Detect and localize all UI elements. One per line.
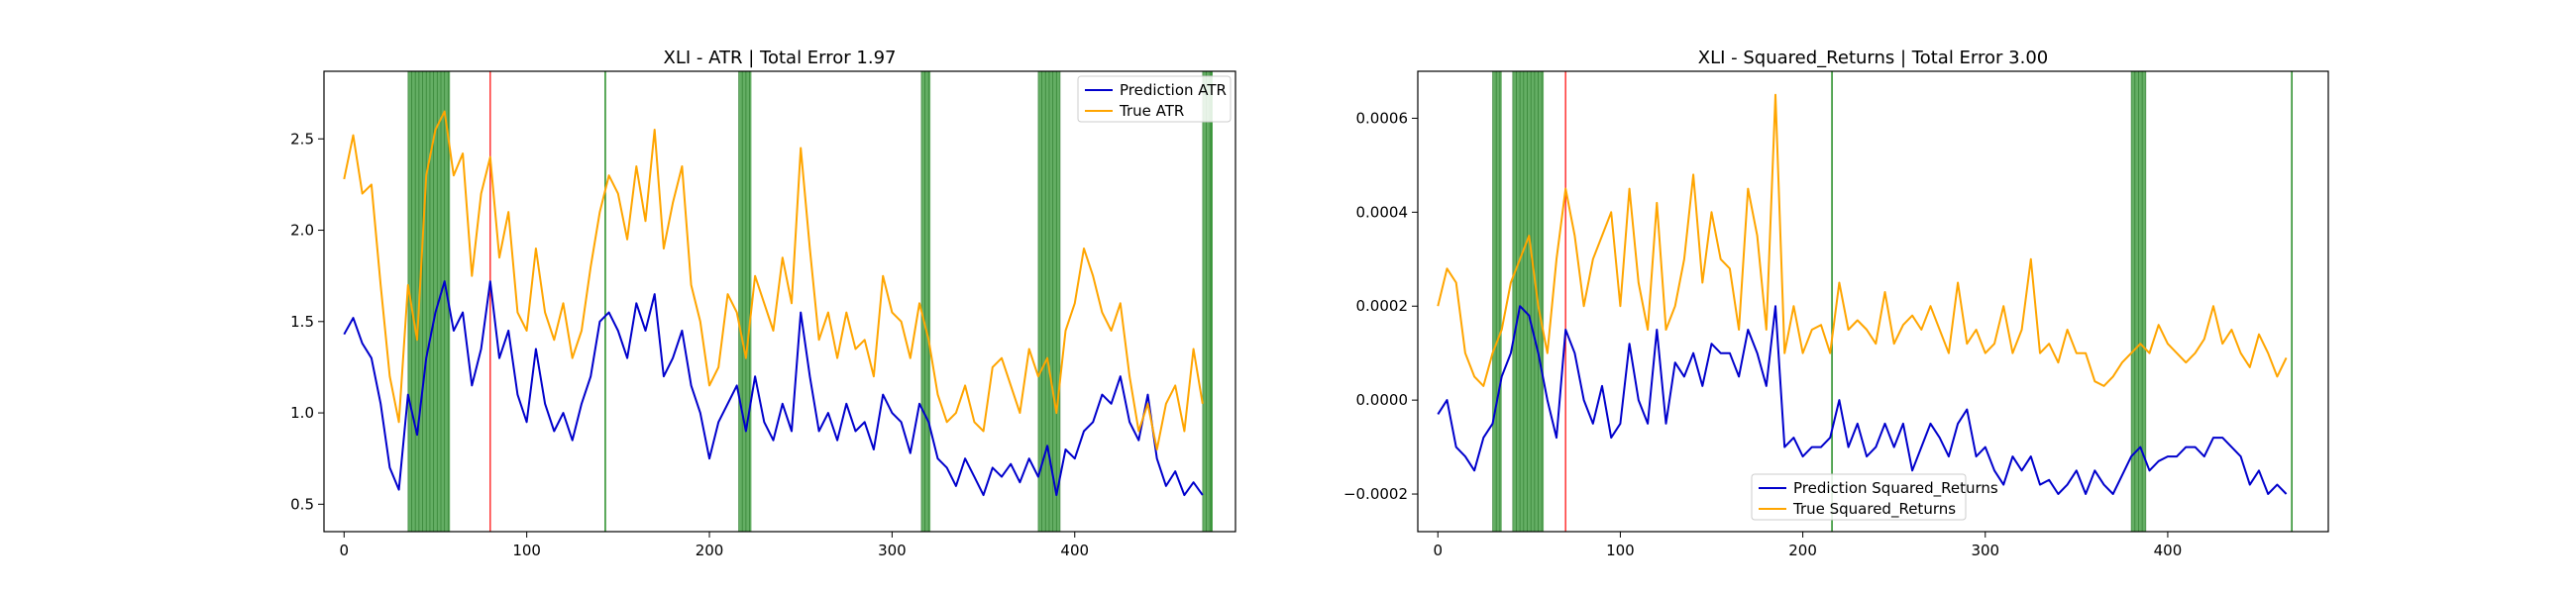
y-tick-label: 2.0 — [290, 222, 314, 240]
legend-label-1: True ATR — [1119, 102, 1184, 120]
x-tick-label: 300 — [878, 542, 907, 559]
x-tick-label: 400 — [2154, 542, 2183, 559]
highlight-band — [1202, 71, 1213, 532]
x-tick-label: 200 — [1788, 542, 1817, 559]
highlight-band — [407, 71, 451, 532]
y-tick-label: −0.0002 — [1343, 485, 1408, 503]
y-tick-label: 0.0000 — [1356, 391, 1409, 409]
atr-chart: 0 100 200 300 400 0.5 1.0 1.5 2.0 2.5 XLI - ATR | … — [290, 48, 1236, 559]
legend-label-1: True Squared_Returns — [1792, 500, 1956, 519]
series-line-1 — [343, 110, 1204, 450]
series-line-0 — [1437, 305, 2288, 495]
x-tick-label: 300 — [1971, 542, 1999, 559]
y-tick-label: 0.0006 — [1356, 109, 1409, 127]
highlight-band — [1492, 71, 1502, 532]
legend-label-0: Prediction Squared_Returns — [1793, 479, 1998, 498]
y-tick-label: 1.0 — [290, 404, 314, 422]
y-tick-label: 0.5 — [290, 495, 314, 513]
y-tick-label: 0.0004 — [1356, 203, 1409, 221]
legend-box — [1077, 75, 1232, 123]
y-tick-label: 2.5 — [290, 130, 314, 148]
series-line-1 — [1437, 93, 2288, 387]
legend-label-0: Prediction ATR — [1120, 81, 1227, 99]
chart-title: XLI - ATR | Total Error 1.97 — [664, 48, 897, 68]
x-tick-label: 100 — [1606, 542, 1635, 559]
y-tick-label: 1.5 — [290, 313, 314, 331]
series-line-0 — [343, 280, 1204, 497]
squared-returns-chart: 0 100 200 300 400 −0.0002 0.0000 0.0002 0.0004 0.… — [1343, 48, 2329, 559]
x-tick-label: 100 — [512, 542, 541, 559]
x-tick-label: 400 — [1060, 542, 1089, 559]
highlight-band — [920, 71, 931, 532]
axes-frame — [323, 70, 1236, 533]
legend-box — [1751, 473, 1967, 521]
x-tick-label: 200 — [696, 542, 724, 559]
highlight-band — [1512, 71, 1545, 532]
y-tick-label: 0.0002 — [1356, 297, 1409, 315]
axes-frame — [1417, 70, 2329, 533]
x-tick-label: 0 — [1433, 542, 1443, 559]
chart-title: XLI - Squared_Returns | Total Error 3.00 — [1698, 48, 2048, 68]
x-tick-label: 0 — [340, 542, 350, 559]
